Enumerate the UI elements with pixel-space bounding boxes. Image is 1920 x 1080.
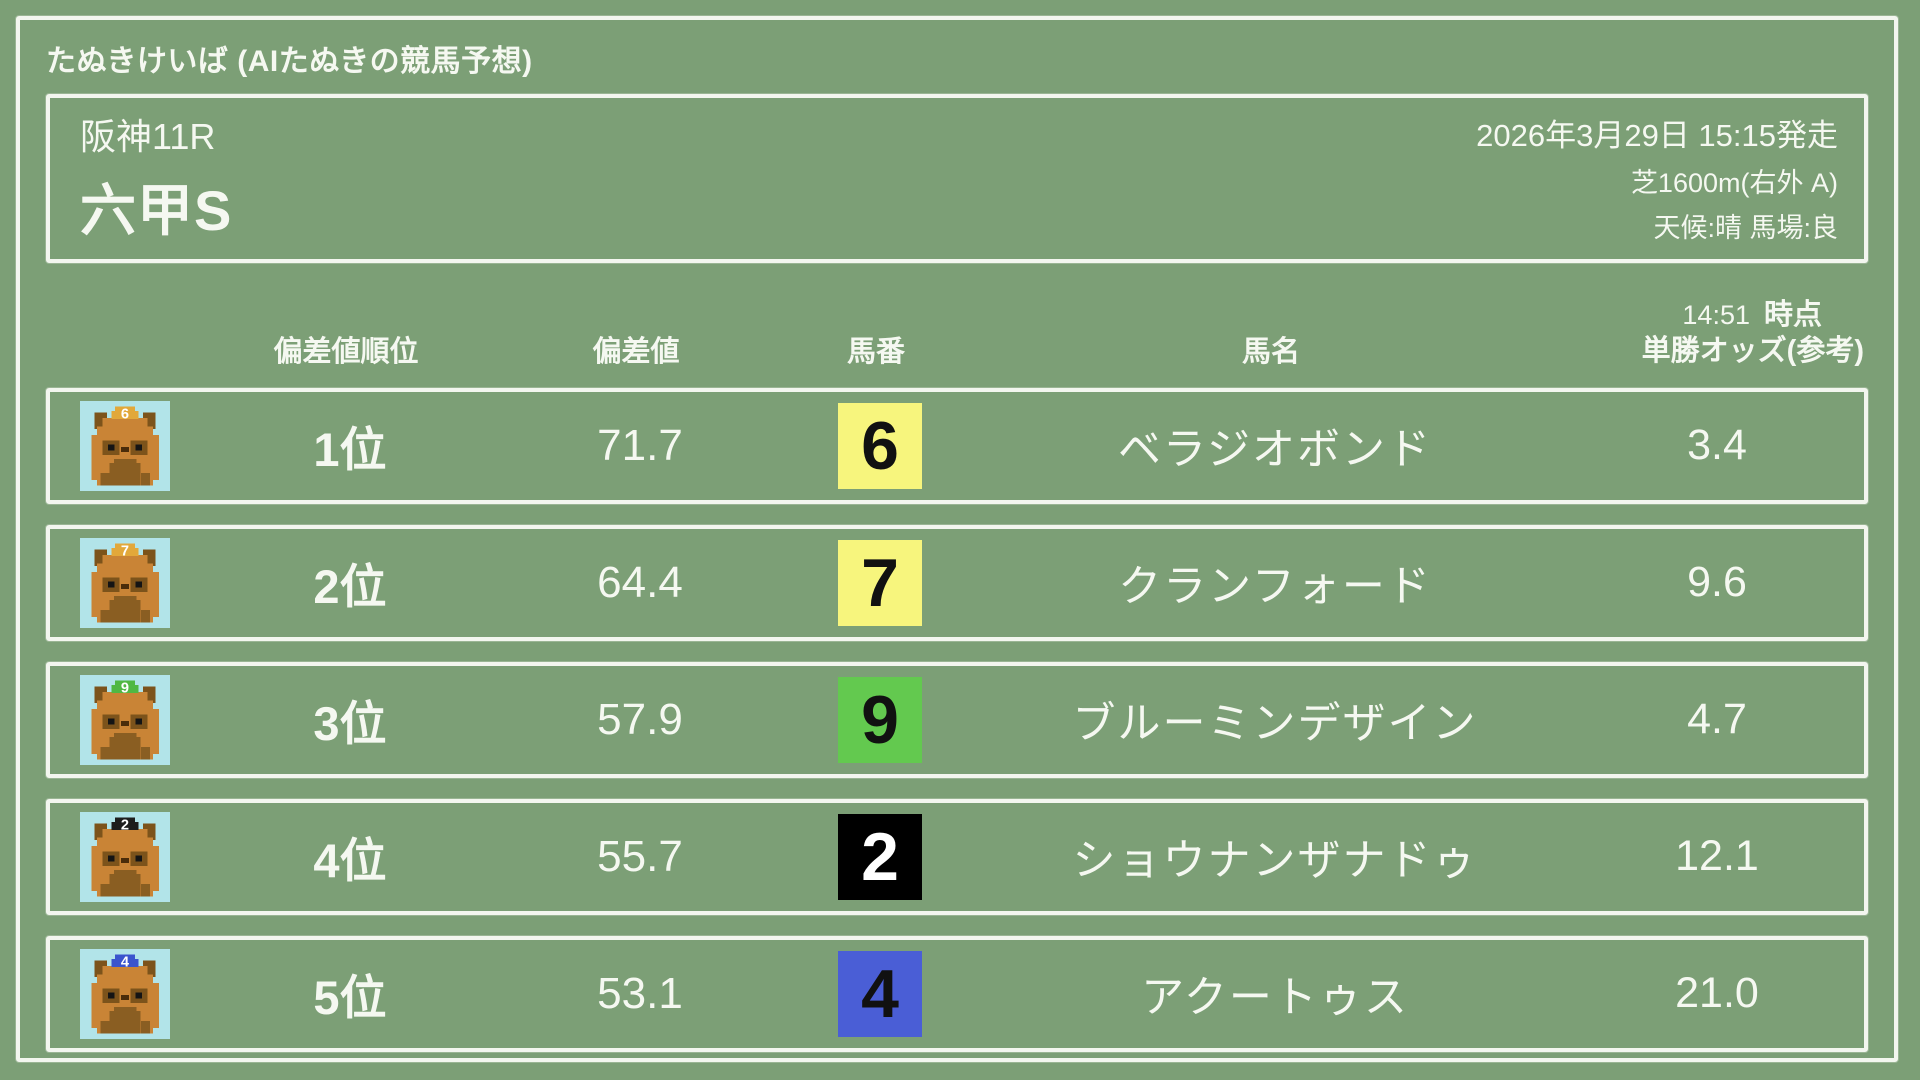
race-course: 芝1600m(右外 A) <box>1630 168 1838 198</box>
tanuki-icon: 4 <box>50 948 200 1039</box>
tanuki-icon: 2 <box>50 811 200 902</box>
win-odds: 21.0 <box>1675 969 1759 1017</box>
header-value: 偏差値 <box>592 335 680 368</box>
tanuki-mascot-icon: 7 <box>80 537 170 628</box>
svg-text:9: 9 <box>121 680 129 696</box>
deviation-value: 57.9 <box>597 694 683 744</box>
horse-row: 2 4位 55.7 2 ショウナンザナドゥ 12.1 <box>46 798 1868 915</box>
deviation-value: 71.7 <box>597 420 683 470</box>
svg-text:2: 2 <box>121 817 129 833</box>
tanuki-mascot-icon: 9 <box>80 674 170 765</box>
deviation-value: 53.1 <box>597 968 683 1018</box>
win-odds: 12.1 <box>1675 832 1759 880</box>
main-frame: たぬきけいば (AIたぬきの競馬予想) 阪神11R 六甲S 2026年3月29日… <box>16 16 1898 1062</box>
prediction-rows: 6 1位 71.7 6 ベラジオボンド 3.4 <box>46 387 1868 1052</box>
header-odds: 14:51 時点 単勝オッズ(参考) <box>1566 297 1868 370</box>
header-name: 馬名 <box>1241 335 1300 368</box>
horse-row: 4 5位 53.1 4 アクートゥス 21.0 <box>46 935 1868 1052</box>
race-conditions: 天候:晴 馬場:良 <box>1653 213 1838 243</box>
rank-label: 3位 <box>313 697 387 750</box>
race-datetime: 2026年3月29日 15:15発走 <box>1476 118 1838 153</box>
tanuki-mascot-icon: 4 <box>80 948 170 1039</box>
horse-name: クランフォード <box>1118 562 1432 611</box>
horse-number-badge: 9 <box>838 676 922 763</box>
horse-row: 6 1位 71.7 6 ベラジオボンド 3.4 <box>46 387 1868 504</box>
horse-number-badge: 4 <box>838 950 922 1037</box>
horse-number-badge: 6 <box>838 402 922 489</box>
header-number: 馬番 <box>846 335 905 368</box>
win-odds: 4.7 <box>1687 695 1747 743</box>
rank-label: 5位 <box>313 971 387 1024</box>
race-track-number: 阪神11R <box>80 116 216 157</box>
app-title: たぬきけいば (AIたぬきの競馬予想) <box>46 45 533 78</box>
horse-row: 7 2位 64.4 7 クランフォード 9.6 <box>46 524 1868 641</box>
horse-name: ショウナンザナドゥ <box>1072 836 1478 885</box>
tanuki-mascot-icon: 6 <box>80 400 170 491</box>
horse-name: アクートゥス <box>1141 973 1409 1022</box>
horse-name: ブルーミンデザイン <box>1072 699 1478 748</box>
table-header: 偏差値順位 偏差値 馬番 馬名 14:51 時点 単勝オッズ(参考) <box>46 297 1868 382</box>
rank-label: 1位 <box>313 423 387 476</box>
deviation-value: 64.4 <box>597 557 683 607</box>
odds-timestamp: 14:51 <box>1682 300 1750 330</box>
race-info-box: 阪神11R 六甲S 2026年3月29日 15:15発走 芝1600m(右外 A… <box>46 94 1868 263</box>
horse-number-badge: 7 <box>838 539 922 626</box>
race-info-right: 2026年3月29日 15:15発走 芝1600m(右外 A) 天候:晴 馬場:… <box>1476 108 1838 247</box>
win-odds: 9.6 <box>1687 558 1747 606</box>
rank-label: 2位 <box>313 560 387 613</box>
tanuki-mascot-icon: 2 <box>80 811 170 902</box>
horse-name: ベラジオボンド <box>1117 425 1433 474</box>
tanuki-icon: 6 <box>50 400 200 491</box>
svg-text:4: 4 <box>121 954 130 970</box>
tanuki-icon: 9 <box>50 674 200 765</box>
horse-row: 9 3位 57.9 9 ブルーミンデザイン 4.7 <box>46 661 1868 778</box>
horse-number-badge: 2 <box>838 813 922 900</box>
win-odds: 3.4 <box>1687 421 1747 469</box>
tanuki-icon: 7 <box>50 537 200 628</box>
deviation-value: 55.7 <box>597 831 683 881</box>
race-info-left: 阪神11R 六甲S <box>80 108 232 247</box>
odds-label: 単勝オッズ(参考) <box>1641 335 1864 368</box>
race-name: 六甲S <box>80 179 233 242</box>
svg-text:7: 7 <box>121 543 129 559</box>
rank-label: 4位 <box>313 834 387 887</box>
header-rank: 偏差値順位 <box>273 335 419 368</box>
svg-text:6: 6 <box>121 406 129 422</box>
odds-timestamp-suffix: 時点 <box>1763 299 1822 331</box>
